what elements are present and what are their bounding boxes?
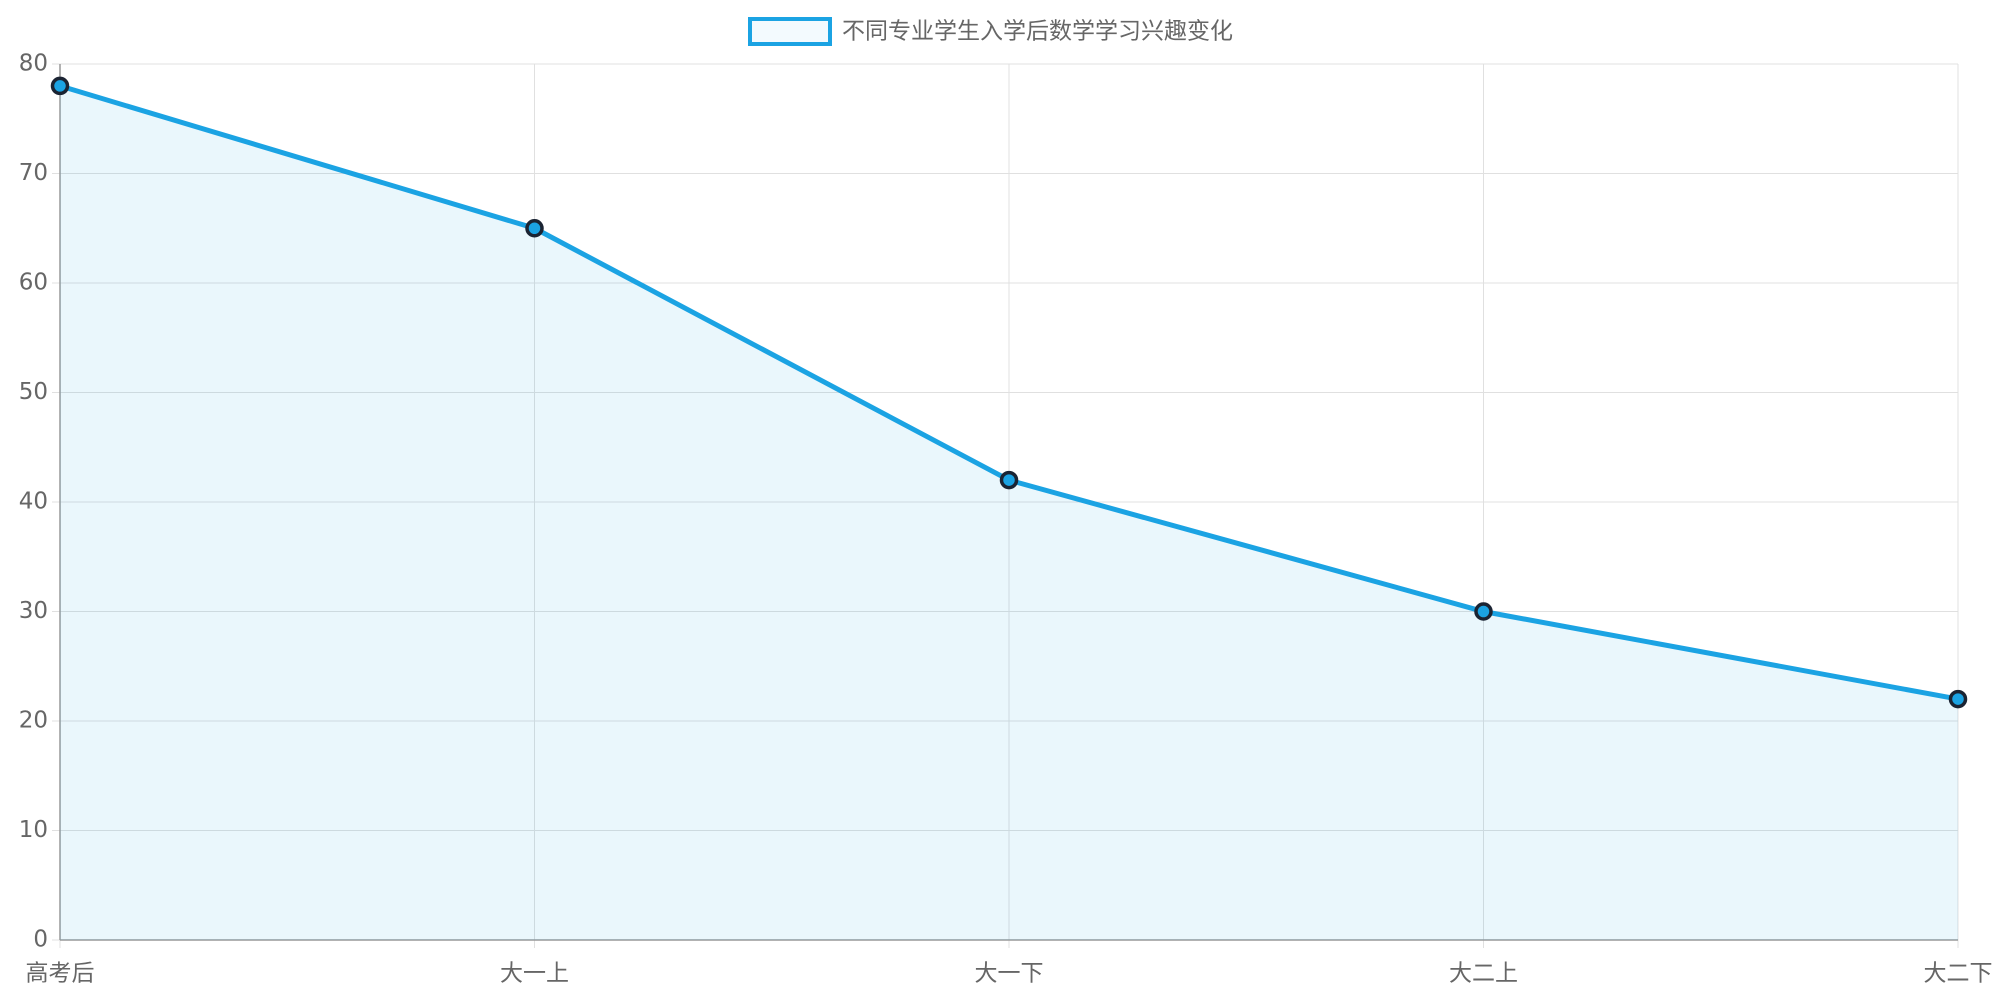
y-tick-label: 30: [19, 598, 48, 624]
y-tick-label: 0: [33, 927, 48, 953]
point: [1474, 602, 1493, 621]
y-tick-label: 70: [19, 160, 48, 186]
y-tick-label: 40: [19, 489, 48, 515]
y-tick-label: 50: [19, 379, 48, 405]
legend-label: 不同专业学生入学后数学学习兴趣变化: [842, 19, 1233, 45]
x-tick-label: 高考后: [26, 961, 95, 987]
point: [50, 76, 70, 96]
x-tick-label: 大二下: [1924, 961, 1993, 987]
x-tick-label: 大二上: [1449, 961, 1518, 987]
point: [525, 219, 544, 238]
point: [999, 470, 1019, 490]
y-tick-label: 80: [19, 51, 48, 77]
point: [1948, 689, 1968, 709]
y-tick-label: 60: [19, 270, 48, 296]
y-tick-label: 20: [19, 708, 48, 734]
area: [60, 85, 1958, 940]
y-tick-label: 10: [19, 817, 48, 843]
x-tick-label: 大一上: [500, 961, 569, 987]
x-tick-label: 大一下: [975, 961, 1044, 987]
legend-swatch: [748, 17, 832, 46]
